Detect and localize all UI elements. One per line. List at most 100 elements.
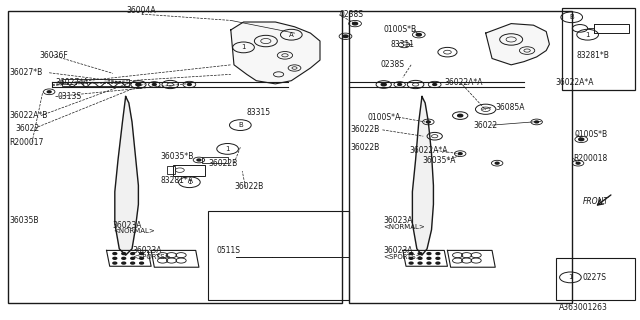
Circle shape: [458, 153, 462, 155]
Circle shape: [579, 138, 584, 141]
Circle shape: [426, 121, 430, 123]
Bar: [8, 11, 342, 303]
Text: 1: 1: [187, 179, 191, 185]
Polygon shape: [412, 97, 433, 255]
Circle shape: [409, 262, 413, 264]
Bar: [209, 211, 349, 300]
Text: <SPORTS>: <SPORTS>: [132, 254, 170, 260]
Circle shape: [409, 252, 413, 254]
Text: FRONT: FRONT: [582, 197, 609, 206]
Text: 1: 1: [568, 274, 573, 280]
Text: 36022A*B: 36022A*B: [9, 111, 47, 120]
Text: 83281*B: 83281*B: [577, 51, 610, 60]
Text: 36023A: 36023A: [384, 216, 413, 225]
Circle shape: [535, 121, 539, 123]
Circle shape: [122, 252, 125, 254]
Text: 36022B: 36022B: [234, 182, 263, 191]
Circle shape: [427, 262, 431, 264]
Text: 36022B: 36022B: [351, 125, 380, 134]
Circle shape: [495, 162, 499, 164]
Text: 0238S: 0238S: [339, 10, 363, 19]
Circle shape: [343, 35, 348, 37]
Circle shape: [122, 262, 125, 264]
Text: 0313S: 0313S: [58, 92, 81, 101]
Text: 36022B: 36022B: [350, 143, 380, 152]
Text: 0100S*B: 0100S*B: [575, 130, 608, 139]
Circle shape: [427, 252, 431, 254]
Circle shape: [436, 252, 440, 254]
Polygon shape: [115, 97, 138, 255]
Bar: [556, 258, 636, 300]
Text: <SPORTS>: <SPORTS>: [384, 254, 422, 260]
Text: B: B: [570, 14, 574, 20]
Text: 83281*A: 83281*A: [161, 176, 194, 185]
Text: <NORMAL>: <NORMAL>: [113, 228, 155, 234]
Bar: [202, 157, 228, 163]
Text: 36022: 36022: [15, 124, 40, 133]
Text: 36022A*A: 36022A*A: [556, 78, 595, 87]
Circle shape: [418, 257, 422, 259]
Circle shape: [458, 114, 463, 117]
Circle shape: [433, 84, 436, 85]
Circle shape: [152, 84, 156, 85]
Text: 0238S: 0238S: [381, 60, 404, 69]
Text: 36035*B: 36035*B: [161, 152, 194, 161]
Text: 0511S: 0511S: [216, 246, 240, 255]
Text: 36023A: 36023A: [384, 246, 413, 255]
Text: 36022A*A: 36022A*A: [444, 78, 483, 87]
Text: A363001263: A363001263: [559, 303, 608, 312]
Text: <NORMAL>: <NORMAL>: [384, 224, 426, 230]
Circle shape: [136, 83, 141, 86]
Circle shape: [47, 91, 51, 93]
Text: 36027*B: 36027*B: [9, 68, 42, 77]
Text: 0100S*A: 0100S*A: [368, 113, 401, 122]
Circle shape: [397, 84, 401, 85]
Polygon shape: [486, 24, 549, 65]
Circle shape: [576, 162, 580, 164]
Circle shape: [436, 262, 440, 264]
Text: 0227S: 0227S: [582, 273, 607, 282]
Text: 36023A: 36023A: [113, 220, 143, 229]
Circle shape: [131, 252, 134, 254]
Text: 83311: 83311: [390, 40, 414, 49]
Circle shape: [113, 252, 116, 254]
Bar: [594, 24, 629, 33]
Circle shape: [140, 257, 143, 259]
Text: R200018: R200018: [573, 154, 608, 163]
Bar: [349, 11, 572, 303]
Circle shape: [113, 257, 116, 259]
Circle shape: [427, 257, 431, 259]
Circle shape: [416, 33, 421, 36]
Circle shape: [131, 262, 134, 264]
Text: A: A: [289, 32, 294, 38]
Circle shape: [353, 22, 358, 25]
Circle shape: [197, 159, 201, 161]
Circle shape: [436, 257, 440, 259]
Text: 0100S*B: 0100S*B: [384, 25, 417, 35]
Bar: [562, 8, 636, 90]
Circle shape: [418, 262, 422, 264]
Circle shape: [113, 262, 116, 264]
Text: R200017: R200017: [9, 138, 44, 147]
Text: 36085A: 36085A: [495, 103, 525, 112]
Circle shape: [381, 83, 387, 86]
Bar: [62, 79, 129, 86]
Circle shape: [140, 252, 143, 254]
Circle shape: [418, 252, 422, 254]
Text: 36022A*A: 36022A*A: [409, 146, 448, 155]
Text: B: B: [238, 122, 243, 128]
Text: 36022: 36022: [473, 121, 497, 130]
Text: 36035B: 36035B: [9, 216, 38, 225]
Text: 36022B: 36022B: [209, 159, 237, 168]
Bar: [167, 166, 175, 174]
Text: 36027*A: 36027*A: [56, 78, 89, 87]
Text: 36004A: 36004A: [127, 6, 156, 15]
Circle shape: [140, 262, 143, 264]
Polygon shape: [231, 22, 320, 84]
Text: 83315: 83315: [246, 108, 271, 117]
Text: 1: 1: [241, 44, 246, 50]
Text: 1: 1: [586, 32, 590, 38]
Text: 36036F: 36036F: [40, 51, 68, 60]
Text: 1: 1: [225, 146, 230, 152]
Circle shape: [409, 257, 413, 259]
